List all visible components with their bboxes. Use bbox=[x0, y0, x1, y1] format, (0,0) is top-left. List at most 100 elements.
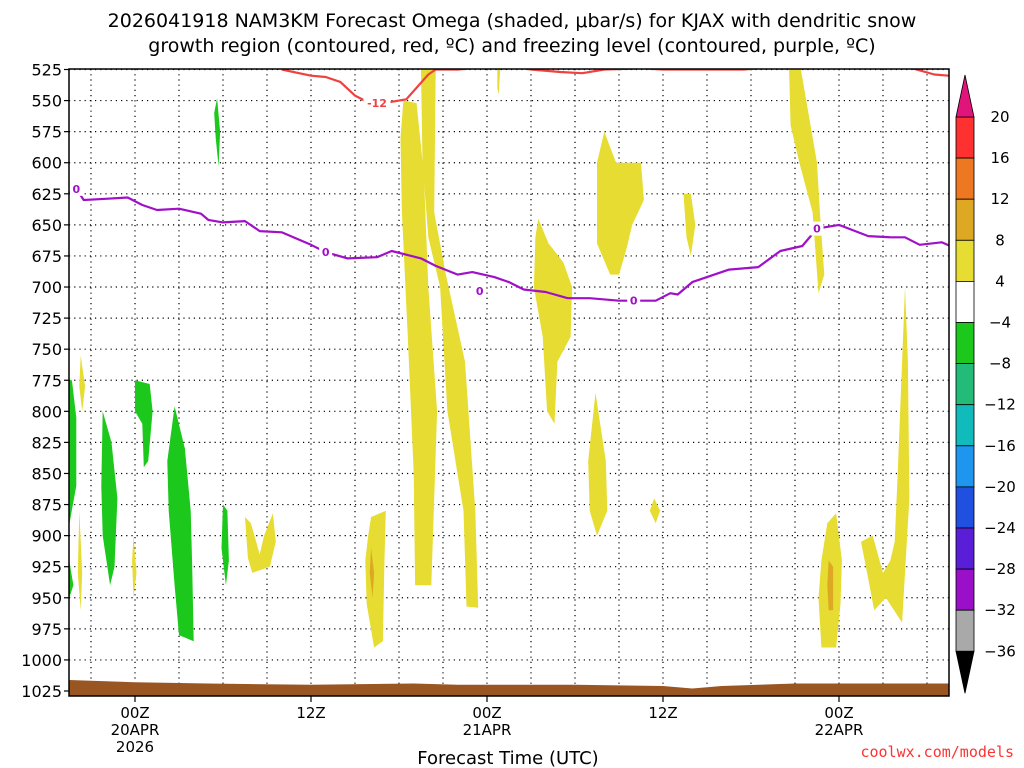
grid-lines bbox=[69, 68, 949, 696]
x-tick-label: 12Z bbox=[296, 704, 325, 722]
y-tick-label: 575 bbox=[31, 123, 62, 142]
omega-region-13 bbox=[421, 69, 479, 608]
omega-region-10 bbox=[245, 513, 276, 573]
y-tick-label: 700 bbox=[31, 278, 62, 297]
contour-label-bg bbox=[69, 181, 83, 196]
colorbar-segment-3 bbox=[955, 239, 975, 282]
colorbar-label: −24 bbox=[984, 519, 1016, 537]
colorbar-segment-9 bbox=[955, 486, 975, 529]
omega-region-6 bbox=[221, 504, 229, 586]
colorbar-label: −20 bbox=[984, 478, 1016, 496]
colorbar-label: −4 bbox=[989, 314, 1011, 332]
x-tick-label: 00Z bbox=[472, 704, 501, 722]
colorbar-top-arrow bbox=[955, 74, 975, 118]
omega-region-9 bbox=[132, 535, 137, 598]
y-tick-label: 900 bbox=[31, 527, 62, 546]
contour-label-text: 0 bbox=[73, 183, 81, 196]
omega-region-2 bbox=[101, 411, 118, 586]
y-tick-label: 800 bbox=[31, 402, 62, 421]
contour-line-0 bbox=[69, 187, 949, 302]
colorbar-label: 12 bbox=[990, 190, 1009, 208]
y-tick-label: 675 bbox=[31, 247, 62, 266]
y-axis-ticks: 525 550 575 600 625 650 675 700 725 750 775 800 825 8… bbox=[21, 61, 69, 701]
colorbar-segment-1 bbox=[955, 157, 975, 200]
colorbar: 20 16 12 8 4 −4 −8 −12 −16 −20 −24 −28 −32 −36 bbox=[955, 74, 1016, 694]
y-tick-label: 975 bbox=[31, 620, 62, 639]
colorbar-label: 20 bbox=[990, 108, 1009, 126]
contour-labels: 0 0 0 0 0 -12 bbox=[69, 96, 824, 308]
colorbar-segment-6 bbox=[955, 363, 975, 406]
contour-label-text: 0 bbox=[476, 285, 484, 298]
y-tick-label: 550 bbox=[31, 92, 62, 111]
colorbar-segment-12 bbox=[955, 609, 975, 652]
y-tick-label: 600 bbox=[31, 154, 62, 173]
omega-region-8 bbox=[77, 510, 83, 611]
chart-title-line-1: 2026041918 NAM3KM Forecast Omega (shaded… bbox=[108, 10, 917, 32]
omega-region-5 bbox=[214, 98, 221, 167]
contour-label-bg bbox=[810, 221, 824, 236]
x-axis-label: Forecast Time (UTC) bbox=[417, 748, 598, 768]
omega-region-7 bbox=[79, 355, 86, 412]
ground-fill bbox=[69, 680, 949, 696]
contour-label-bg bbox=[627, 293, 641, 308]
colorbar-segment-2 bbox=[955, 198, 975, 241]
omega-region-11 bbox=[365, 510, 386, 648]
y-tick-label: 825 bbox=[31, 433, 62, 452]
y-tick-label: 850 bbox=[31, 464, 62, 483]
colorbar-label: −28 bbox=[984, 560, 1016, 578]
omega-region-15 bbox=[497, 69, 501, 95]
omega-region-16 bbox=[533, 218, 573, 424]
y-tick-label: 650 bbox=[31, 216, 62, 235]
y-tick-label: 950 bbox=[31, 589, 62, 608]
colorbar-segment-0 bbox=[955, 116, 975, 159]
colorbar-label: −36 bbox=[984, 642, 1016, 660]
x-tick-label: 21APR bbox=[463, 721, 512, 739]
omega-region-17 bbox=[597, 131, 644, 275]
colorbar-label: −8 bbox=[989, 355, 1011, 373]
colorbar-segment-10 bbox=[955, 527, 975, 570]
y-tick-label: 525 bbox=[31, 61, 62, 80]
colorbar-segment-4 bbox=[955, 280, 975, 323]
chart-title-line-2: growth region (contoured, red, ºC) and f… bbox=[148, 35, 875, 57]
omega-region-23 bbox=[827, 560, 834, 611]
omega-region-14 bbox=[400, 100, 438, 586]
omega-shading bbox=[69, 69, 910, 648]
y-tick-label: 775 bbox=[31, 371, 62, 390]
omega-region-0 bbox=[69, 380, 77, 599]
y-tick-label: 1025 bbox=[21, 682, 62, 701]
y-tick-label: 875 bbox=[31, 496, 62, 515]
contour-label-bg bbox=[319, 245, 333, 260]
colorbar-label: −16 bbox=[984, 437, 1016, 455]
x-tick-label: 00Z bbox=[824, 704, 853, 722]
contour-label-text: 0 bbox=[813, 223, 821, 236]
colorbar-segment-8 bbox=[955, 445, 975, 488]
contour-label-text: 0 bbox=[322, 246, 330, 259]
x-tick-label: 20APR bbox=[111, 721, 160, 739]
x-tick-label: 2026 bbox=[116, 738, 154, 756]
omega-region-3 bbox=[135, 380, 153, 468]
x-tick-label: 00Z bbox=[120, 704, 149, 722]
y-tick-label: 625 bbox=[31, 185, 62, 204]
y-tick-label: 750 bbox=[31, 340, 62, 359]
colorbar-label: −32 bbox=[984, 601, 1016, 619]
omega-region-12 bbox=[369, 548, 375, 598]
colorbar-label: 16 bbox=[990, 149, 1009, 167]
omega-region-4 bbox=[167, 406, 194, 642]
omega-region-20 bbox=[683, 193, 696, 256]
plot-frame bbox=[68, 68, 950, 697]
y-tick-label: 725 bbox=[31, 309, 62, 328]
colorbar-segment-7 bbox=[955, 404, 975, 447]
omega-region-24 bbox=[861, 287, 910, 623]
contour-label-bg bbox=[363, 96, 391, 111]
colorbar-bottom-arrow bbox=[955, 650, 975, 694]
contour-label-text: -12 bbox=[367, 97, 387, 110]
colorbar-label: −12 bbox=[984, 396, 1016, 414]
ground-profile bbox=[69, 680, 949, 696]
y-tick-label: 925 bbox=[31, 558, 62, 577]
omega-region-21 bbox=[789, 69, 825, 294]
colorbar-label: 4 bbox=[995, 272, 1005, 290]
colorbar-label: 8 bbox=[995, 231, 1005, 249]
credit-text: coolwx.com/models bbox=[860, 743, 1014, 761]
